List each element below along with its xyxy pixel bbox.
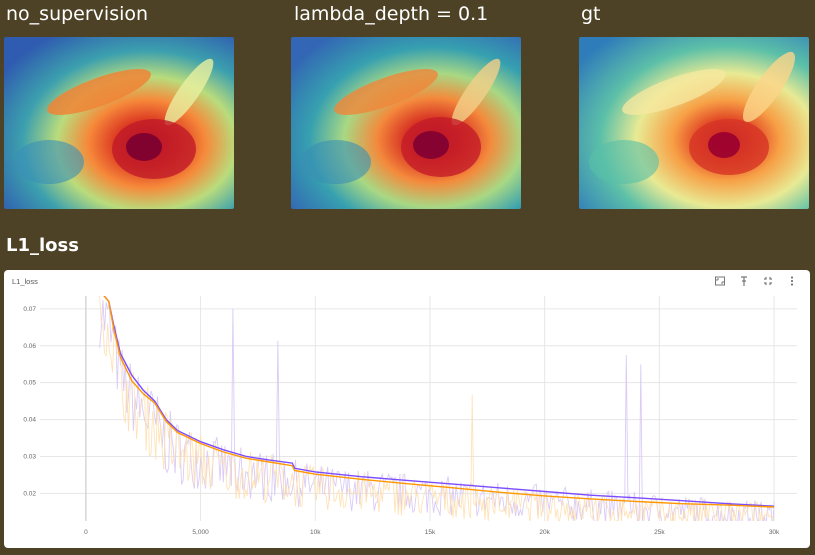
x-tick-label: 0 — [84, 529, 88, 536]
series-raw-line — [99, 296, 774, 521]
series-line — [103, 296, 775, 508]
more-options-icon[interactable] — [786, 275, 798, 291]
x-tick-label: 30k — [769, 529, 780, 536]
depth-image-no-supervision — [4, 37, 234, 209]
y-tick-label: 0.05 — [23, 380, 36, 387]
l1-loss-chart: 0.02 0.03 0.04 0.05 0.06 0.07 0 5,000 10k 15k 20k 2… — [23, 296, 797, 536]
x-tick-label: 20k — [539, 529, 550, 536]
y-tick-label: 0.07 — [23, 306, 36, 313]
y-tick-label: 0.06 — [23, 343, 36, 350]
section-title-l1-loss: L1_loss — [6, 235, 79, 256]
x-tick-label: 10k — [310, 529, 321, 536]
series-raw-line — [99, 300, 775, 521]
y-tick-label: 0.03 — [23, 453, 36, 460]
panel-title-gt: gt — [581, 3, 601, 25]
y-tick-label: 0.02 — [23, 490, 36, 497]
x-tick-label: 15k — [425, 529, 436, 536]
depth-image-lambda-depth — [291, 37, 521, 209]
panel-title-no-supervision: no_supervision — [6, 3, 149, 25]
fullscreen-icon[interactable] — [762, 275, 774, 291]
pin-icon[interactable] — [738, 275, 750, 291]
panel-title-lambda-depth: lambda_depth = 0.1 — [294, 3, 489, 25]
chart-label: L1_loss — [12, 277, 38, 286]
x-tick-label: 5,000 — [192, 529, 209, 536]
fit-to-data-icon[interactable] — [714, 275, 726, 291]
x-tick-label: 25k — [654, 529, 665, 536]
y-tick-label: 0.04 — [23, 417, 36, 424]
depth-image-gt — [579, 37, 809, 209]
chart-card: L1_loss 0.02 0.03 0.04 0.05 0.06 0.07 0 5,000 10… — [4, 270, 810, 548]
series-line — [103, 296, 775, 507]
